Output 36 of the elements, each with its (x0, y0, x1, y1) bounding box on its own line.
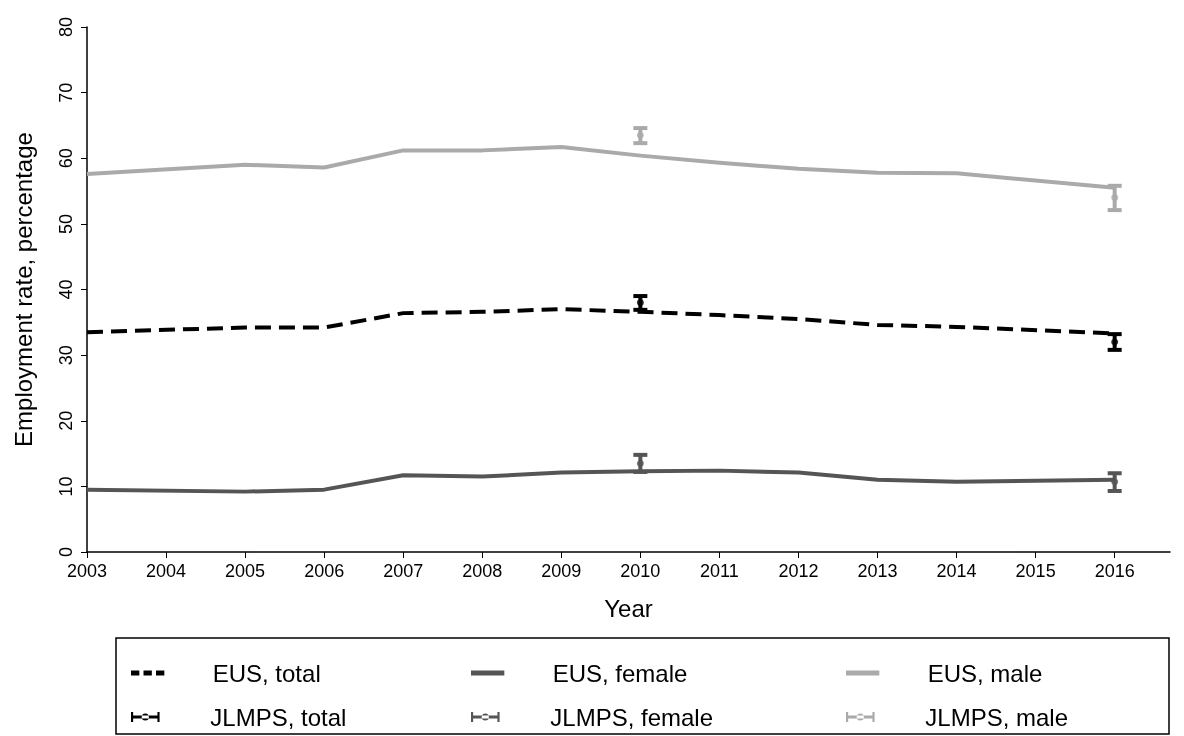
x-tick-label: 2014 (936, 561, 977, 581)
x-tick-label: 2003 (66, 561, 108, 581)
legend-label: JLMPS, female (550, 703, 714, 731)
y-tick-label: 50 (56, 213, 76, 234)
y-tick-label: 70 (56, 82, 76, 103)
y-tick-label: 10 (56, 476, 76, 497)
x-tick-label: 2011 (700, 561, 739, 581)
y-tick-label: 30 (56, 345, 76, 366)
y-axis-title: Employment rate, percentage (9, 132, 37, 447)
y-tick-label: 0 (56, 546, 76, 558)
point (1111, 478, 1119, 486)
legend-label: JLMPS, male (925, 703, 1068, 731)
y-tick-label: 60 (56, 148, 76, 169)
x-axis-title: Year (604, 594, 653, 622)
y-tick-label: 40 (56, 279, 76, 300)
legend-label: EUS, total (212, 659, 321, 687)
x-tick-label: 2009 (541, 561, 582, 581)
x-tick-label: 2006 (304, 561, 345, 581)
point (1111, 338, 1119, 346)
x-tick-label: 2010 (620, 561, 661, 581)
x-tick-label: 2015 (1015, 561, 1056, 581)
point (636, 131, 644, 139)
x-tick-label: 2004 (146, 561, 187, 581)
x-tick-label: 2007 (383, 561, 424, 581)
x-tick-label: 2012 (778, 561, 819, 581)
y-tick-label: 20 (56, 410, 76, 431)
x-tick-label: 2005 (225, 561, 266, 581)
x-tick-label: 2016 (1094, 561, 1135, 581)
x-tick-label: 2013 (857, 561, 898, 581)
x-tick-label: 2008 (462, 561, 503, 581)
point (636, 459, 644, 467)
legend-label: JLMPS, total (210, 703, 347, 731)
y-tick-label: 80 (56, 16, 76, 38)
legend-label: EUS, female (552, 659, 688, 687)
legend-label: EUS, male (927, 659, 1043, 687)
point (1111, 194, 1119, 202)
